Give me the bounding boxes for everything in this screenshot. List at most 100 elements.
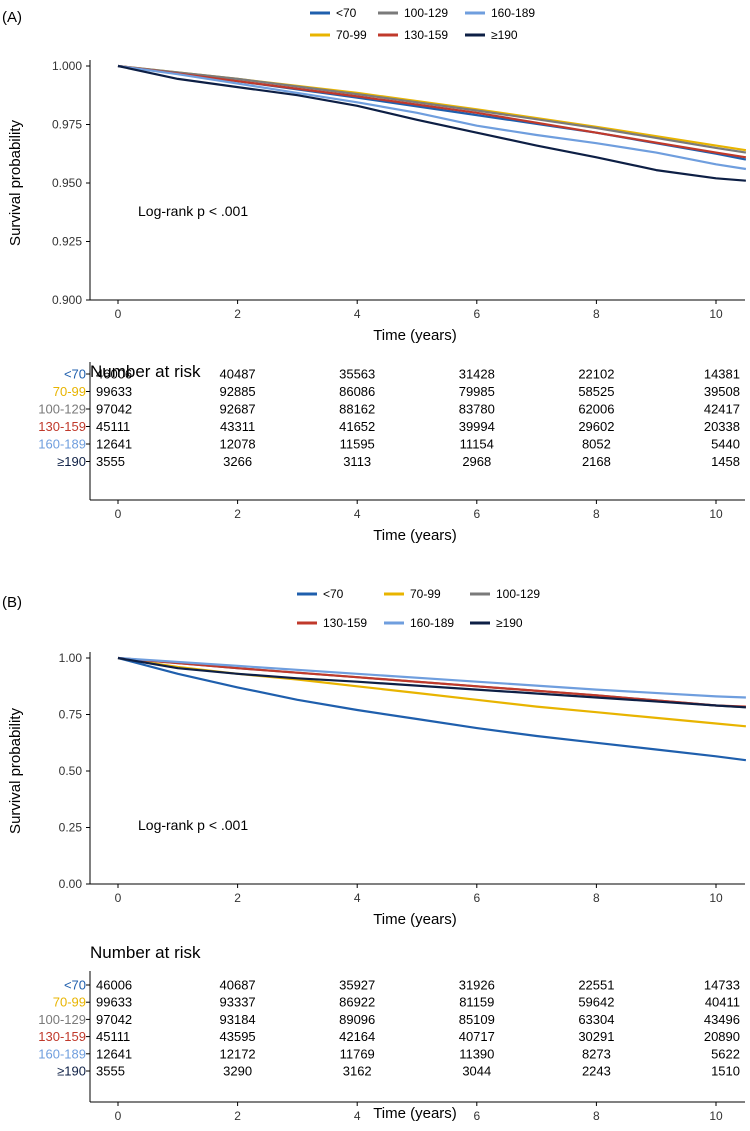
panel-a-risk-x-axis-title: Time (years): [373, 527, 457, 544]
panel-b-risk-cell: 45111: [96, 1029, 130, 1044]
panel-b-curve-≥190: [117, 656, 746, 709]
panel-a-risk-cell: 39994: [459, 419, 495, 434]
panel-b-risk-cell: 42164: [339, 1029, 375, 1044]
panel-a-risk-cell: 8052: [582, 437, 611, 452]
panel-b-risk-cell: 40411: [705, 995, 740, 1010]
panel-a-y-tick-label: 0.925: [52, 235, 82, 249]
panel-a-risk-x-tick-label: 0: [115, 507, 122, 521]
panel-b-risk-cell: 99633: [96, 995, 132, 1010]
panel-b-risk-cell: 30291: [578, 1029, 614, 1044]
panel-a-y-tick-label: 0.975: [52, 118, 82, 132]
panel-b-risk-cell: 12172: [220, 1046, 256, 1061]
panel-a-risk-title: Number at risk: [90, 362, 201, 381]
panel-a-risk-x-tick-label: 8: [593, 507, 600, 521]
panel-a-risk-cell: 79985: [459, 384, 495, 399]
panel-a-risk-cell: 12078: [220, 437, 256, 452]
panel-a-risk-row-label: ≥190: [57, 454, 86, 469]
panel-a-risk-cell: 41652: [339, 419, 375, 434]
panel-b-risk-cell: 86922: [339, 995, 375, 1010]
panel-a-risk-x-tick-label: 2: [234, 507, 241, 521]
panel-a-risk-cell: 2168: [582, 454, 611, 469]
panel-b-risk-cell: 46006: [96, 978, 132, 993]
panel-b-x-tick-label: 4: [354, 891, 361, 905]
panel-a-legend-label: <70: [336, 6, 357, 20]
panel-a-risk-x-tick-label: 10: [709, 507, 723, 521]
panel-a-risk-cell: 86086: [339, 384, 375, 399]
panel-a-x-tick-label: 2: [234, 307, 241, 321]
panel-a-curve-160-189: [117, 64, 747, 171]
panel-b-risk-cell: 40687: [220, 978, 256, 993]
panel-a-risk-row-label: 70-99: [53, 384, 86, 399]
panel-b-risk-row-label: 130-159: [38, 1029, 86, 1044]
panel-a-risk-cell: 99633: [96, 384, 132, 399]
panel-b-risk-cell: 3162: [343, 1064, 372, 1079]
panel-b-risk-x-tick-label: 2: [234, 1109, 241, 1123]
panel-b-curve-<70: [117, 656, 747, 762]
panel-b-risk-x-tick-label: 10: [709, 1109, 723, 1123]
panel-a-risk-cell: 46006: [96, 367, 132, 382]
panel-a-risk-row-label: 100-129: [38, 402, 86, 417]
panel-a-risk-row-label: 160-189: [38, 437, 86, 452]
panel-b-risk-cell: 63304: [578, 1012, 614, 1027]
panel-a-risk-cell: 39508: [704, 384, 740, 399]
panel-a-risk-cell: 45111: [96, 419, 130, 434]
panel-b-risk-cell: 35927: [339, 978, 375, 993]
panel-b-risk-cell: 43496: [704, 1012, 740, 1027]
panel-a-risk-row-label: <70: [64, 367, 86, 382]
panel-a-risk-cell: 3113: [343, 454, 371, 469]
panel-a-curve-≥190: [117, 64, 746, 182]
panel-b-curve-160-189: [117, 656, 746, 699]
panel-b-risk-cell: 5622: [711, 1046, 740, 1061]
panel-b-risk-title: Number at risk: [90, 943, 201, 962]
panel-b-y-tick-label: 0.75: [59, 708, 83, 722]
panel-b-annotation: Log-rank p < .001: [138, 817, 248, 833]
panel-b-risk-cell: 81159: [459, 995, 494, 1010]
panel-b-y-axis-title: Survival probability: [7, 708, 24, 834]
panel-b-risk-cell: 3290: [223, 1064, 252, 1079]
panel-b-risk-cell: 22551: [578, 978, 614, 993]
panel-a-curve-130-159: [117, 64, 747, 159]
panel-a-x-tick-label: 10: [709, 307, 723, 321]
panel-b-risk-cell: 8273: [582, 1046, 611, 1061]
panel-b-risk-cell: 59642: [578, 995, 614, 1010]
panel-a-risk-cell: 40487: [220, 367, 256, 382]
panel-a-risk-cell: 58525: [578, 384, 614, 399]
panel-b-x-tick-label: 0: [115, 891, 122, 905]
panel-b-risk-cell: 89096: [339, 1012, 375, 1027]
panel-b-risk-x-tick-label: 6: [473, 1109, 480, 1123]
panel-a-label: (A): [2, 9, 22, 26]
panel-b-x-tick-label: 8: [593, 891, 600, 905]
panel-b-risk-cell: 3555: [96, 1064, 125, 1079]
panel-a-risk-cell: 88162: [339, 402, 375, 417]
panel-b-legend-label: ≥190: [496, 616, 523, 630]
panel-a-risk-cell: 92885: [220, 384, 256, 399]
panel-a-curve-100-129: [117, 64, 747, 154]
panel-a-risk-cell: 5440: [711, 437, 740, 452]
panel-a-risk-cell: 43311: [220, 419, 255, 434]
panel-b-x-tick-label: 6: [473, 891, 480, 905]
panel-b-risk-cell: 85109: [459, 1012, 495, 1027]
panel-a-risk-cell: 11595: [340, 437, 375, 452]
panel-a-y-tick-label: 0.900: [52, 293, 82, 307]
panel-b-risk-cell: 20890: [704, 1029, 740, 1044]
panel-a-risk-cell: 1458: [711, 454, 740, 469]
panel-a-risk-cell: 29602: [578, 419, 614, 434]
panel-a-y-axis-title: Survival probability: [7, 120, 24, 246]
panel-b-risk-cell: 40717: [459, 1029, 495, 1044]
panel-a-y-tick-label: 0.950: [52, 176, 82, 190]
panel-a-risk-cell: 42417: [704, 402, 740, 417]
panel-a-risk-row-label: 130-159: [38, 419, 86, 434]
panel-a-risk-cell: 62006: [578, 402, 614, 417]
panel-a-risk-cell: 14381: [704, 367, 740, 382]
panel-a-x-tick-label: 8: [593, 307, 600, 321]
panel-a-legend-label: 70-99: [336, 28, 367, 42]
panel-b-risk-cell: 12641: [96, 1046, 132, 1061]
panel-b-risk-x-tick-label: 0: [115, 1109, 122, 1123]
panel-b-x-axis-title: Time (years): [373, 911, 457, 928]
panel-a-risk-cell: 31428: [459, 367, 495, 382]
panel-b-risk-row-label: ≥190: [57, 1064, 86, 1079]
panel-b-risk-x-axis-title: Time (years): [373, 1105, 457, 1122]
panel-b-legend-label: 130-159: [323, 616, 367, 630]
panel-b-y-tick-label: 0.00: [59, 877, 83, 891]
